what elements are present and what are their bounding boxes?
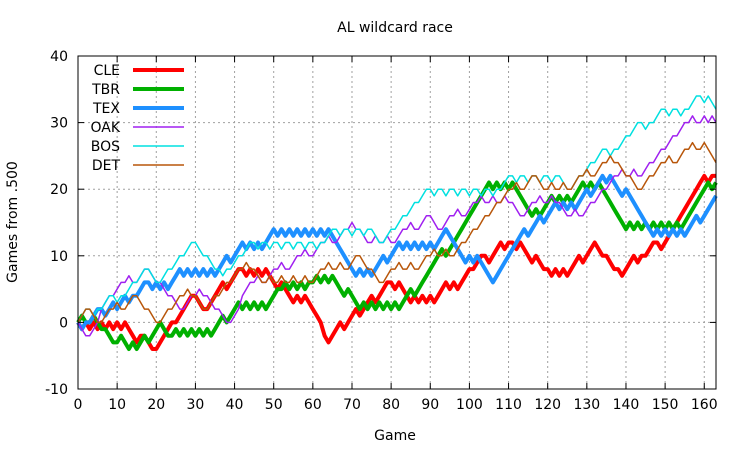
x-tick-label: 0 — [74, 397, 83, 413]
x-tick-label: 40 — [226, 397, 244, 413]
series-line-tbr — [76, 180, 718, 351]
legend-label-bos: BOS — [91, 139, 120, 155]
x-tick-label: 70 — [343, 397, 361, 413]
chart-title: AL wildcard race — [337, 20, 453, 36]
series-line-tex — [76, 173, 718, 332]
x-tick-label: 60 — [304, 397, 322, 413]
x-tick-label: 10 — [108, 397, 126, 413]
y-tick-label: 10 — [50, 249, 68, 265]
y-tick-label: -10 — [45, 382, 68, 398]
legend-label-tex: TEX — [92, 101, 120, 117]
x-tick-label: 120 — [534, 397, 561, 413]
series-line-bos — [77, 95, 717, 323]
series-lines — [76, 95, 718, 351]
x-tick-label: 130 — [573, 397, 600, 413]
y-tick-label: 30 — [50, 116, 68, 132]
series-line-oak — [77, 115, 717, 337]
x-tick-label: 90 — [421, 397, 439, 413]
legend-label-det: DET — [92, 158, 121, 174]
x-tick-label: 160 — [691, 397, 718, 413]
x-tick-label: 30 — [187, 397, 205, 413]
x-axis-label: Game — [374, 428, 416, 444]
x-tick-label: 150 — [652, 397, 679, 413]
y-axis-label: Games from .500 — [5, 161, 21, 283]
legend-label-tbr: TBR — [91, 82, 120, 98]
y-tick-label: 20 — [50, 182, 68, 198]
x-tick-label: 100 — [456, 397, 483, 413]
x-tick-label: 20 — [147, 397, 165, 413]
x-tick-label: 140 — [613, 397, 640, 413]
series-line-det — [77, 141, 717, 324]
x-tick-label: 110 — [495, 397, 522, 413]
x-tick-label: 50 — [265, 397, 283, 413]
y-tick-label: 40 — [50, 49, 68, 65]
legend-label-cle: CLE — [94, 63, 120, 79]
legend-label-oak: OAK — [90, 120, 120, 136]
x-tick-label: 80 — [382, 397, 400, 413]
legend: CLE TBR TEX OAK BOS DET — [90, 63, 184, 174]
plot-border — [77, 55, 717, 390]
axes: 0 10 20 30 40 50 60 70 80 90 100 110 120 130 140 150 160… — [45, 49, 717, 413]
y-tick-label: 0 — [59, 315, 68, 331]
